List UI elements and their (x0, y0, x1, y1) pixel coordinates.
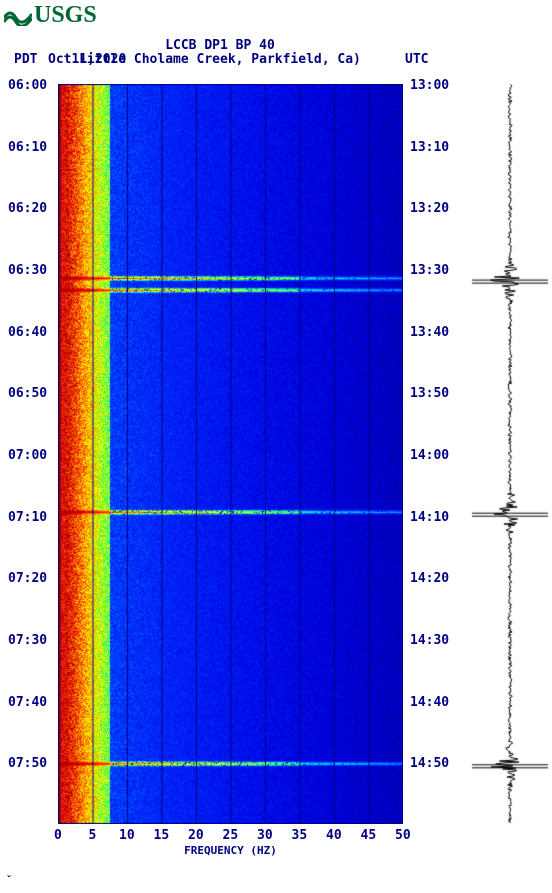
x-tick: 50 (395, 828, 411, 843)
x-tick: 25 (223, 828, 239, 843)
y-left-tick: 07:00 (8, 448, 47, 463)
y-left-tick: 07:40 (8, 695, 47, 710)
y-right-tick: 14:10 (410, 510, 449, 525)
y-right-tick: 13:40 (410, 325, 449, 340)
y-right-tick: 14:20 (410, 571, 449, 586)
x-tick: 10 (119, 828, 135, 843)
x-tick: 15 (154, 828, 170, 843)
y-right-tick: 13:10 (410, 140, 449, 155)
y-right-tick: 14:50 (410, 756, 449, 771)
y-left-tick: 07:50 (8, 756, 47, 771)
x-axis-label: FREQUENCY (HZ) (58, 844, 403, 857)
y-left-tick: 06:40 (8, 325, 47, 340)
x-tick: 40 (326, 828, 342, 843)
y-left-tick: 07:20 (8, 571, 47, 586)
logo-text: USGS (34, 2, 97, 29)
x-tick: 20 (188, 828, 204, 843)
y-left-tick: 07:30 (8, 633, 47, 648)
y-left-tick: 06:30 (8, 263, 47, 278)
cursor-mark: ˇ (6, 875, 12, 886)
utc-label: UTC (405, 52, 428, 67)
spectrogram-plot (58, 84, 403, 824)
y-right-tick: 13:50 (410, 386, 449, 401)
y-left-tick: 06:00 (8, 78, 47, 93)
x-tick: 30 (257, 828, 273, 843)
chart-title-line2: Little Cholame Creek, Parkfield, Ca) (0, 52, 440, 67)
seismogram-trace (470, 84, 550, 824)
y-right-tick: 14:40 (410, 695, 449, 710)
y-right-tick: 13:20 (410, 201, 449, 216)
y-right-tick: 14:00 (410, 448, 449, 463)
y-left-tick: 06:50 (8, 386, 47, 401)
chart-title-line1: LCCB DP1 BP 40 (0, 38, 440, 53)
usgs-logo: USGS (4, 2, 97, 29)
usgs-wave-icon (4, 6, 32, 26)
y-left-tick: 06:20 (8, 201, 47, 216)
y-right-tick: 14:30 (410, 633, 449, 648)
x-tick: 0 (54, 828, 62, 843)
x-tick: 45 (361, 828, 377, 843)
x-tick: 35 (292, 828, 308, 843)
y-left-tick: 07:10 (8, 510, 47, 525)
y-left-tick: 06:10 (8, 140, 47, 155)
x-tick: 5 (89, 828, 97, 843)
y-right-tick: 13:00 (410, 78, 449, 93)
y-right-tick: 13:30 (410, 263, 449, 278)
